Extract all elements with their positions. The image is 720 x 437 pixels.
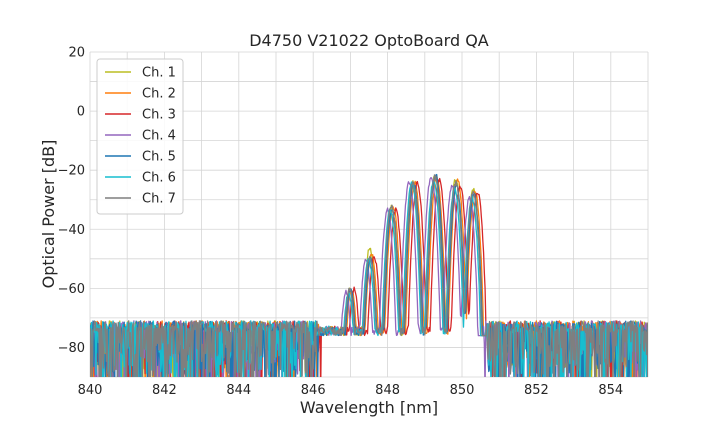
y-tick-label: −60: [58, 282, 85, 297]
chart-title: D4750 V21022 OptoBoard QA: [249, 31, 489, 50]
x-tick-label: 844: [226, 383, 251, 398]
x-tick-label: 840: [78, 383, 103, 398]
x-tick-label: 848: [375, 383, 400, 398]
plot-area: 840 842 844 846 848 850 852 854 20 0 −20 −40 −60 −80 C…: [58, 46, 649, 398]
x-tick-label: 850: [450, 383, 475, 398]
series-group: [90, 173, 648, 377]
y-tick-label: −20: [58, 164, 85, 179]
y-tick-label: −80: [58, 341, 85, 356]
x-tick-label: 842: [152, 383, 177, 398]
series-line-ch7: [90, 174, 648, 377]
legend-entry-label: Ch. 4: [142, 129, 176, 144]
legend-entry-label: Ch. 7: [142, 192, 176, 207]
y-tick-label: 0: [77, 105, 85, 120]
legend-entry-label: Ch. 5: [142, 150, 176, 165]
legend: Ch. 1 Ch. 2 Ch. 3 Ch. 4 Ch. 5 Ch. 6 Ch. 7: [96, 58, 184, 215]
y-axis-label: Optical Power [dB]: [39, 140, 58, 289]
x-axis-label: Wavelength [nm]: [300, 398, 438, 417]
x-tick-label: 846: [301, 383, 326, 398]
y-tick-label: −40: [58, 223, 85, 238]
x-tick-label: 852: [524, 383, 549, 398]
legend-entry-label: Ch. 3: [142, 108, 176, 123]
legend-entry-label: Ch. 6: [142, 171, 176, 186]
y-tick-label: 20: [68, 46, 85, 61]
legend-entry-label: Ch. 2: [142, 87, 176, 102]
x-tick-label: 854: [598, 383, 623, 398]
legend-box: [96, 58, 184, 215]
legend-entry-label: Ch. 1: [142, 66, 176, 81]
